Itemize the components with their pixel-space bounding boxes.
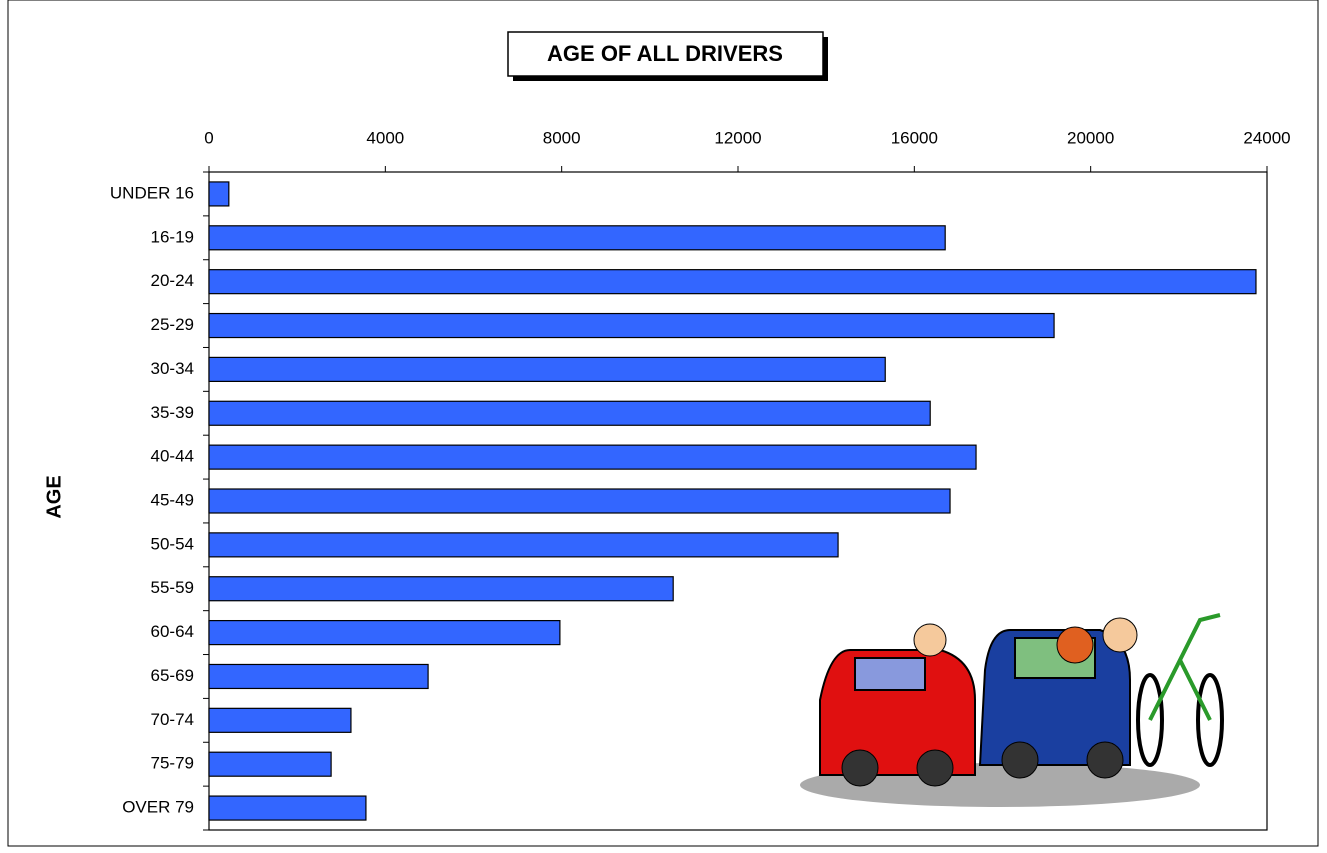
driver-head <box>1102 617 1138 653</box>
y-tick-label: 70-74 <box>151 710 194 729</box>
driver-head <box>1056 626 1094 664</box>
bar <box>208 488 951 514</box>
y-tick-label: 20-24 <box>151 271 194 290</box>
y-tick-label: UNDER 16 <box>110 183 194 202</box>
bar <box>208 312 1055 339</box>
chart-title: AGE OF ALL DRIVERS <box>547 41 783 66</box>
bar <box>208 707 352 733</box>
x-tick-label: 4000 <box>366 128 404 147</box>
red-car-window <box>854 657 926 691</box>
wheel <box>1001 741 1039 779</box>
bike-wheel <box>1136 673 1164 767</box>
wheel <box>841 749 879 787</box>
wheel <box>1086 741 1124 779</box>
x-tick-label: 8000 <box>543 128 581 147</box>
x-tick-label: 20000 <box>1067 128 1114 147</box>
bike-wheel <box>1196 673 1224 767</box>
bar <box>208 225 946 251</box>
y-tick-label: 25-29 <box>151 315 194 334</box>
x-tick-label: 16000 <box>891 128 938 147</box>
y-tick-label: OVER 79 <box>122 798 194 817</box>
y-tick-label: 75-79 <box>151 754 194 773</box>
y-tick-label: 16-19 <box>151 227 194 246</box>
x-tick-label: 12000 <box>714 128 761 147</box>
bike-frame <box>1148 613 1221 721</box>
bar <box>208 532 839 558</box>
bar <box>208 619 561 646</box>
y-axis-title: AGE <box>43 475 65 518</box>
bar <box>208 751 332 777</box>
y-tick-label: 50-54 <box>151 534 194 553</box>
y-tick-label: 40-44 <box>151 447 194 466</box>
y-tick-label: 45-49 <box>151 490 194 509</box>
wheel <box>916 749 954 787</box>
y-tick-label: 65-69 <box>151 666 194 685</box>
driver-head <box>913 623 947 657</box>
y-tick-label: 30-34 <box>151 359 194 378</box>
y-tick-label: 60-64 <box>151 622 194 641</box>
cartoon <box>800 613 1224 807</box>
y-tick-label: 35-39 <box>151 403 194 422</box>
bar <box>208 576 674 602</box>
title-box <box>507 31 824 77</box>
bar <box>208 444 977 470</box>
bar <box>208 663 429 690</box>
bar <box>208 795 367 821</box>
y-tick-label: 55-59 <box>151 578 194 597</box>
x-tick-label: 24000 <box>1243 128 1290 147</box>
bar <box>208 269 1257 295</box>
bar <box>208 400 931 426</box>
x-tick-label: 0 <box>204 128 213 147</box>
bar <box>208 356 886 382</box>
bar <box>208 181 230 207</box>
